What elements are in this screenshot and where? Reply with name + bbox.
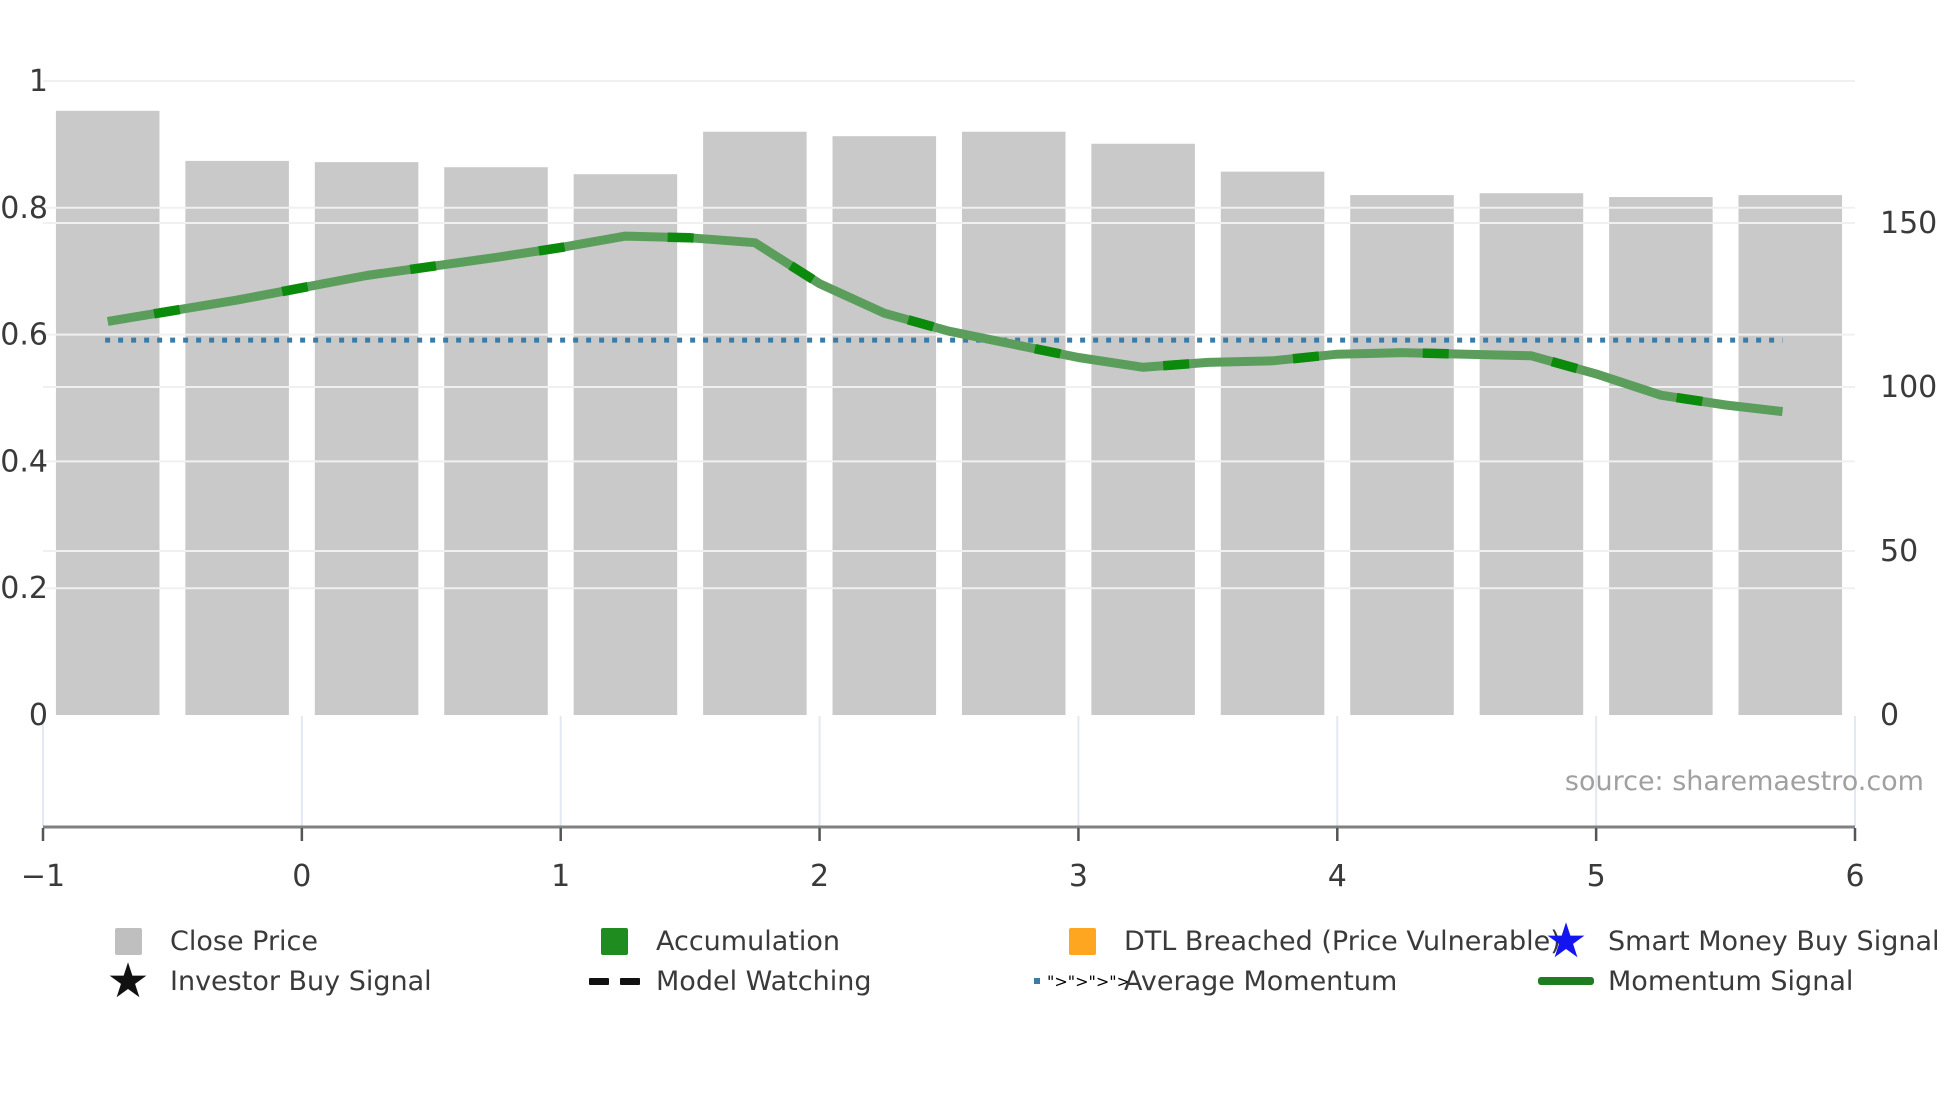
- right-axis-labels: 0 50 100 150: [1880, 206, 1937, 733]
- left-tick-label: 0: [29, 698, 48, 733]
- right-tick-label: 50: [1880, 534, 1918, 569]
- left-tick-label: 0.4: [0, 444, 48, 479]
- x-tick-label: 3: [1069, 859, 1088, 894]
- x-tick-label: 4: [1328, 859, 1347, 894]
- close-price-bar: [55, 110, 160, 716]
- close-price-bar: [1091, 143, 1195, 716]
- close-price-bar: [961, 131, 1066, 716]
- lower-panel-gridlines: [42, 716, 1856, 826]
- x-tick-label: 1: [551, 859, 570, 894]
- right-tick-label: 0: [1880, 698, 1899, 733]
- source-attribution: source: sharemaestro.com: [1564, 766, 1924, 797]
- left-tick-label: 0.2: [0, 571, 48, 606]
- accumulation-dashes: [106, 231, 1784, 417]
- x-tick-label: 2: [810, 859, 829, 894]
- x-tick-label: 0: [292, 859, 311, 894]
- left-tick-label: 0.6: [0, 318, 48, 353]
- close-price-bar: [1220, 171, 1325, 716]
- right-tick-label: 100: [1880, 370, 1937, 405]
- close-price-bar: [185, 160, 289, 715]
- left-tick-label: 0.8: [0, 191, 48, 226]
- right-tick-label: 150: [1880, 206, 1937, 241]
- x-tick-label: −1: [21, 859, 65, 894]
- x-axis: −1 0 1 2 3 4 5 6: [21, 825, 1865, 894]
- close-price-bar: [703, 131, 807, 716]
- x-tick-label: 5: [1587, 859, 1606, 894]
- close-price-bar: [314, 162, 419, 716]
- left-axis-labels: 0 0.2 0.4 0.6 0.8 1: [0, 64, 48, 733]
- close-price-bar: [1609, 197, 1713, 716]
- left-tick-label: 1: [29, 64, 48, 99]
- close-price-bar: [1479, 193, 1584, 715]
- close-price-bar: [1738, 195, 1843, 715]
- x-tick-label: 6: [1845, 859, 1864, 894]
- close-price-bar: [832, 136, 937, 715]
- close-price-bar: [573, 174, 678, 715]
- close-price-bars: [55, 110, 1843, 716]
- close-price-bar: [1350, 195, 1454, 715]
